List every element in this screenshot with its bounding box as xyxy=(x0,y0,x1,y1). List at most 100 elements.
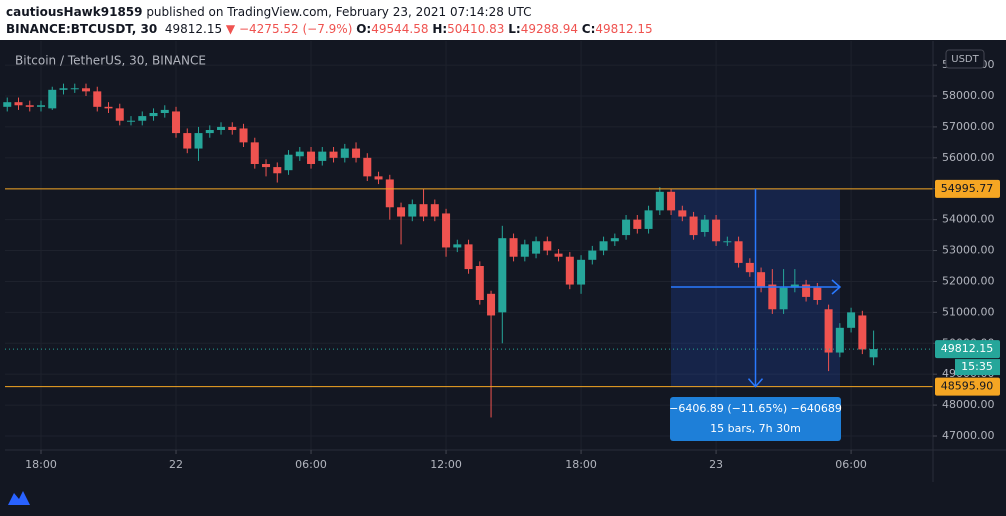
candle-body xyxy=(644,210,653,229)
candle-body xyxy=(757,272,766,288)
y-tick-label: 52000.00 xyxy=(942,274,995,287)
candle-body xyxy=(329,151,338,158)
candle-body xyxy=(284,154,293,171)
candle-body xyxy=(577,259,586,285)
candle-body xyxy=(487,293,496,316)
measure-label: −6406.89 (−11.65%) −640689 xyxy=(669,402,842,415)
candle-body xyxy=(453,244,462,248)
level-label: 54995.77 xyxy=(941,182,994,195)
candle-body xyxy=(419,204,428,217)
level-label-bg xyxy=(935,377,1000,396)
candle-body xyxy=(307,151,316,164)
candle-body xyxy=(160,109,169,113)
x-tick-label: 22 xyxy=(169,458,183,471)
x-tick-label: 06:00 xyxy=(835,458,867,471)
candle-body xyxy=(667,191,676,211)
h-value: 50410.83 xyxy=(447,22,505,36)
candle-body xyxy=(138,116,147,121)
candle-body xyxy=(70,88,79,90)
candle-body xyxy=(352,148,361,158)
user[interactable]: cautiousHawk91859 xyxy=(6,5,143,19)
candle-body xyxy=(655,191,664,211)
currency: USDT xyxy=(951,54,979,65)
y-tick-label: 53000.00 xyxy=(942,244,995,257)
candle-body xyxy=(768,284,777,310)
candle-body xyxy=(25,105,34,107)
candle-body xyxy=(858,315,867,350)
candle-body xyxy=(610,238,619,242)
x-tick-label: 06:00 xyxy=(295,458,327,471)
countdown: 15:35 xyxy=(961,360,993,373)
candle-body xyxy=(262,163,271,168)
candle-body xyxy=(228,126,237,130)
candle-body xyxy=(340,148,349,158)
candle-body xyxy=(93,91,102,107)
candle-body xyxy=(59,88,68,90)
measure-label-bg xyxy=(670,397,841,441)
candle-body xyxy=(565,256,574,285)
candle-body xyxy=(532,241,541,254)
candle-body xyxy=(700,219,709,232)
symbol: BINANCE:BTCUSDT, 30 xyxy=(6,22,158,36)
plot: −6406.89 (−11.65%) −640689 15 bars, 7h 30… xyxy=(3,83,933,441)
candle-body xyxy=(318,151,327,161)
candle-body xyxy=(554,253,563,257)
y-tick-label: 57000.00 xyxy=(942,120,995,133)
candle-body xyxy=(408,204,417,217)
candle-body xyxy=(273,167,282,174)
candle-body xyxy=(374,176,383,180)
x-tick-label: 18:00 xyxy=(565,458,597,471)
l-label: L: xyxy=(508,22,521,36)
x-tick-label: 18:00 xyxy=(25,458,57,471)
axes: 47000.0048000.0049000.0050000.0051000.00… xyxy=(25,58,1000,471)
candle-body xyxy=(295,151,304,157)
candle-body xyxy=(397,207,406,217)
o-label: O: xyxy=(356,22,372,36)
candle-body xyxy=(250,142,259,164)
candle-body xyxy=(689,216,698,236)
candle-body xyxy=(779,287,788,310)
candle-body xyxy=(239,128,248,143)
candle-body xyxy=(205,129,214,134)
candle-body xyxy=(14,102,23,106)
candle-body xyxy=(847,312,856,328)
publish-line: cautiousHawk91859 published on TradingVi… xyxy=(6,5,531,19)
brand-logo xyxy=(8,491,30,505)
candle-body xyxy=(509,238,518,257)
o-value: 49544.58 xyxy=(371,22,429,36)
y-tick-label: 51000.00 xyxy=(942,305,995,318)
y-tick-label: 56000.00 xyxy=(942,151,995,164)
candle-body xyxy=(588,250,597,260)
price-label: 49812.15 xyxy=(941,342,994,355)
l-value: 49288.94 xyxy=(520,22,578,36)
candle-body xyxy=(37,105,46,107)
x-tick-label: 12:00 xyxy=(430,458,462,471)
header: cautiousHawk91859 published on TradingVi… xyxy=(0,0,1006,40)
candle-body xyxy=(48,89,57,109)
candle-body xyxy=(835,327,844,353)
candle-body xyxy=(149,112,158,117)
pane-title: Bitcoin / TetherUS, 30, BINANCE xyxy=(15,54,206,68)
candle-body xyxy=(802,284,811,297)
candle-body xyxy=(813,287,822,300)
candle-body xyxy=(734,241,743,263)
candle-body xyxy=(172,111,181,134)
candle-body xyxy=(498,238,507,313)
candle-body xyxy=(183,133,192,149)
measure-v-head xyxy=(747,378,764,388)
candle-body xyxy=(442,213,451,248)
candle-body xyxy=(430,204,439,217)
candle-body xyxy=(217,126,226,130)
c-value: 49812.15 xyxy=(595,22,653,36)
level-label-bg xyxy=(935,179,1000,198)
candle-body xyxy=(543,241,552,251)
y-tick-label: 58000.00 xyxy=(942,89,995,102)
currency-badge[interactable] xyxy=(945,49,985,69)
price-label-bg xyxy=(935,340,1000,359)
down-arrow: ▼ xyxy=(225,22,236,36)
candle-body xyxy=(104,106,113,109)
publish-text: published on TradingView.com, February 2… xyxy=(142,5,532,19)
last-price: 49812.15 xyxy=(164,22,223,36)
